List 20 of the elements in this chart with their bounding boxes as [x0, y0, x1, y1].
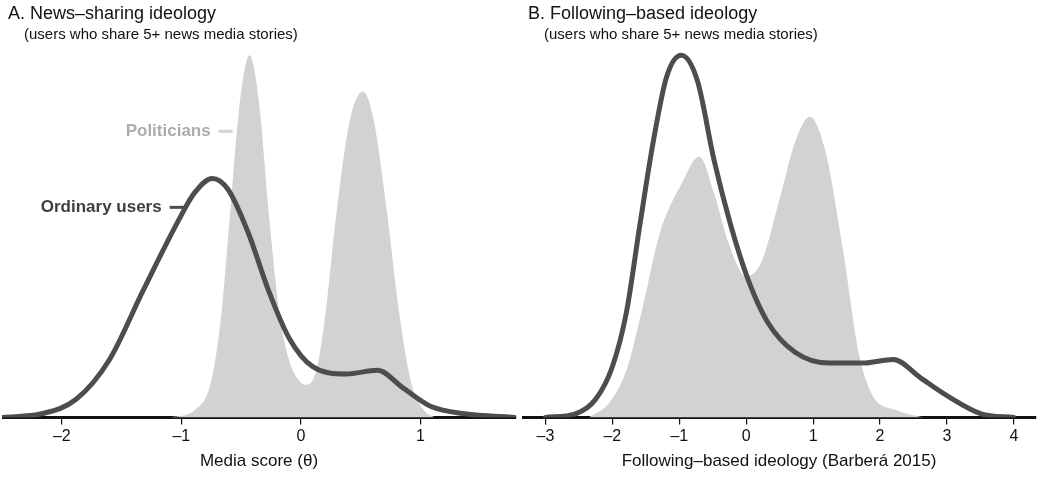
chart-subtitle: (users who share 5+ news media stories) [544, 24, 819, 44]
x-tick-label: 0 [296, 427, 306, 445]
chart-title: B. Following–based ideology [528, 2, 759, 24]
x-axis-title: Following–based ideology (Barberá 2015) [621, 451, 937, 471]
x-tick-label: –1 [172, 427, 191, 445]
legend-label: Ordinary users [40, 197, 162, 217]
x-tick-label: 2 [875, 427, 885, 445]
x-tick-label: 3 [942, 427, 952, 445]
x-tick-label: 0 [741, 427, 751, 445]
legend-label: Politicians [125, 120, 211, 140]
x-tick-label: –1 [670, 427, 689, 445]
x-tick-label: 1 [808, 427, 818, 445]
x-tick-label: –3 [536, 427, 555, 445]
x-tick-label: 1 [415, 427, 425, 445]
x-axis-title: Media score (θ) [199, 451, 319, 471]
chart-subtitle: (users who share 5+ news media stories) [24, 24, 299, 44]
chart-title: A. News–sharing ideology [8, 2, 218, 24]
x-tick-label: –2 [603, 427, 622, 445]
x-tick-label: –2 [52, 427, 71, 445]
x-tick-label: 4 [1009, 427, 1019, 445]
